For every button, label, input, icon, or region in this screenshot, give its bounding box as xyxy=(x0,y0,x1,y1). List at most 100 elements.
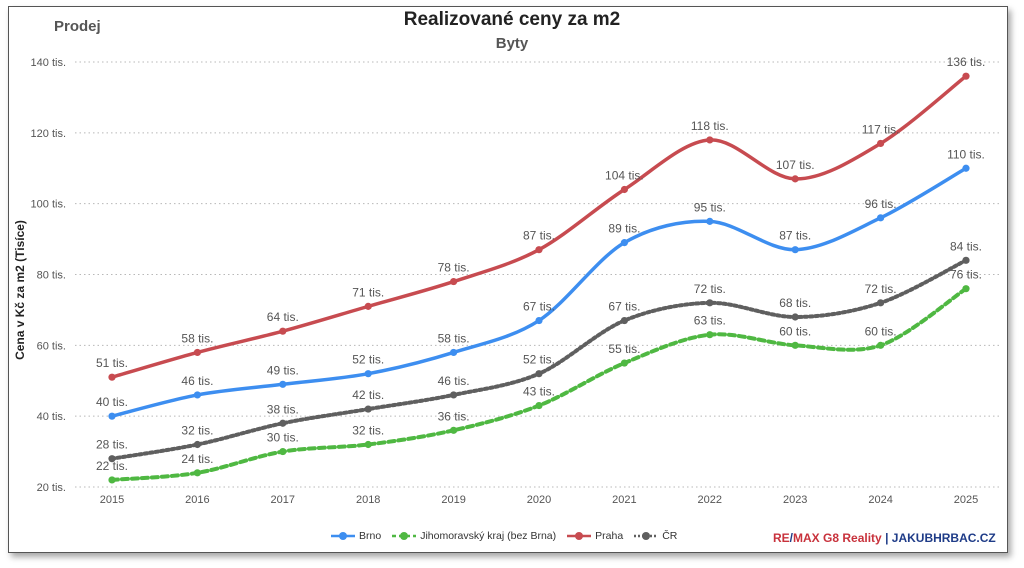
data-label: 51 tis. xyxy=(96,356,128,370)
data-point xyxy=(535,246,543,254)
data-point xyxy=(108,455,116,463)
x-tick-label: 2015 xyxy=(100,494,124,506)
data-point xyxy=(279,447,287,456)
y-tick-label: 80 tis. xyxy=(37,270,66,282)
chart-subtitle: Byty xyxy=(495,35,529,52)
chart-frame xyxy=(8,6,1008,553)
data-label: 107 tis. xyxy=(776,158,815,172)
data-point xyxy=(450,277,458,286)
data-point xyxy=(706,299,714,307)
legend-label: Jihomoravský kraj (bez Brna) xyxy=(420,530,557,542)
data-point xyxy=(193,348,201,357)
x-tick-label: 2024 xyxy=(868,494,892,506)
legend-item[interactable]: ČR xyxy=(633,530,677,542)
y-tick-label: 40 tis. xyxy=(37,411,66,423)
data-point xyxy=(706,331,714,339)
branding-remax: MAX G8 Reality xyxy=(793,531,882,545)
data-point xyxy=(193,391,201,399)
series-line xyxy=(110,74,968,379)
data-point xyxy=(962,72,970,80)
data-point xyxy=(962,164,970,172)
branding: RE/MAX G8 Reality | JAKUBHRBAC.CZ xyxy=(773,531,996,545)
data-label: 40 tis. xyxy=(96,395,128,409)
chart-title: Realizované ceny za m2 xyxy=(403,9,621,30)
data-point xyxy=(791,313,799,321)
data-label: 22 tis. xyxy=(96,459,128,473)
branding-re: RE xyxy=(773,531,790,545)
legend-swatch xyxy=(392,532,417,540)
x-tick-label: 2020 xyxy=(527,494,551,506)
legend-item[interactable]: Praha xyxy=(566,530,623,542)
data-label: 118 tis. xyxy=(691,119,729,133)
data-label: 96 tis. xyxy=(865,197,897,211)
data-point xyxy=(193,440,201,449)
data-point xyxy=(450,426,458,434)
branding-separator: | xyxy=(885,531,889,545)
data-point xyxy=(279,380,287,388)
data-label: 32 tis. xyxy=(181,424,213,438)
data-label: 64 tis. xyxy=(267,310,299,324)
data-label: 95 tis. xyxy=(694,200,726,214)
branding-site[interactable]: JAKUBHRBAC.CZ xyxy=(891,531,996,545)
data-point xyxy=(791,175,799,183)
x-tick-label: 2025 xyxy=(954,494,978,506)
data-point xyxy=(535,401,543,410)
x-tick-label: 2017 xyxy=(271,494,295,506)
data-label: 87 tis. xyxy=(779,229,811,243)
y-tick-label: 120 tis. xyxy=(31,128,66,140)
data-point xyxy=(279,419,287,427)
data-point xyxy=(450,391,458,399)
data-label: 46 tis. xyxy=(181,374,213,388)
data-label: 104 tis. xyxy=(605,169,644,183)
data-label: 89 tis. xyxy=(608,222,640,236)
y-tick-label: 140 tis. xyxy=(31,57,66,69)
data-label: 67 tis. xyxy=(523,300,555,314)
legend-swatch xyxy=(331,532,355,540)
x-tick-label: 2016 xyxy=(185,494,209,506)
legend-item[interactable]: Brno xyxy=(330,530,381,542)
legend-label: ČR xyxy=(662,530,678,542)
data-label: 58 tis. xyxy=(438,331,470,345)
data-point xyxy=(364,370,372,378)
x-tick-label: 2019 xyxy=(441,494,465,506)
data-label: 68 tis. xyxy=(779,296,811,310)
data-point xyxy=(620,185,629,194)
x-tick-label: 2023 xyxy=(783,494,807,506)
data-label: 58 tis. xyxy=(181,331,213,345)
data-label: 76 tis. xyxy=(950,268,982,282)
data-point xyxy=(791,246,799,254)
data-label: 49 tis. xyxy=(267,363,299,377)
y-tick-label: 100 tis. xyxy=(31,199,66,211)
data-point xyxy=(877,214,885,222)
data-point xyxy=(108,373,116,381)
data-label: 60 tis. xyxy=(779,324,811,338)
data-label: 72 tis. xyxy=(694,282,726,296)
data-label: 36 tis. xyxy=(438,409,470,423)
data-label: 55 tis. xyxy=(608,342,640,356)
data-point xyxy=(877,341,885,349)
series-line xyxy=(110,166,968,418)
data-point xyxy=(108,476,116,484)
x-tick-label: 2021 xyxy=(612,494,636,506)
legend: Brno Jihomoravský kraj (bez Brna) Praha ČR xyxy=(330,528,687,544)
data-point xyxy=(962,256,970,264)
data-label: 72 tis. xyxy=(865,282,897,296)
data-point xyxy=(450,348,458,357)
data-label: 38 tis. xyxy=(267,402,299,416)
data-point xyxy=(620,239,629,247)
data-point xyxy=(877,299,885,307)
data-label: 117 tis. xyxy=(862,122,900,136)
data-point xyxy=(706,136,714,144)
data-point xyxy=(193,469,201,477)
x-tick-label: 2022 xyxy=(698,494,722,506)
data-point xyxy=(279,327,287,335)
legend-item[interactable]: Jihomoravský kraj (bez Brna) xyxy=(391,530,556,542)
data-label: 78 tis. xyxy=(438,261,470,275)
data-label: 52 tis. xyxy=(352,353,384,367)
data-point xyxy=(706,217,714,225)
data-label: 42 tis. xyxy=(352,388,384,402)
y-tick-label: 20 tis. xyxy=(37,482,66,494)
data-point xyxy=(364,440,372,449)
x-tick-label: 2018 xyxy=(356,494,380,506)
